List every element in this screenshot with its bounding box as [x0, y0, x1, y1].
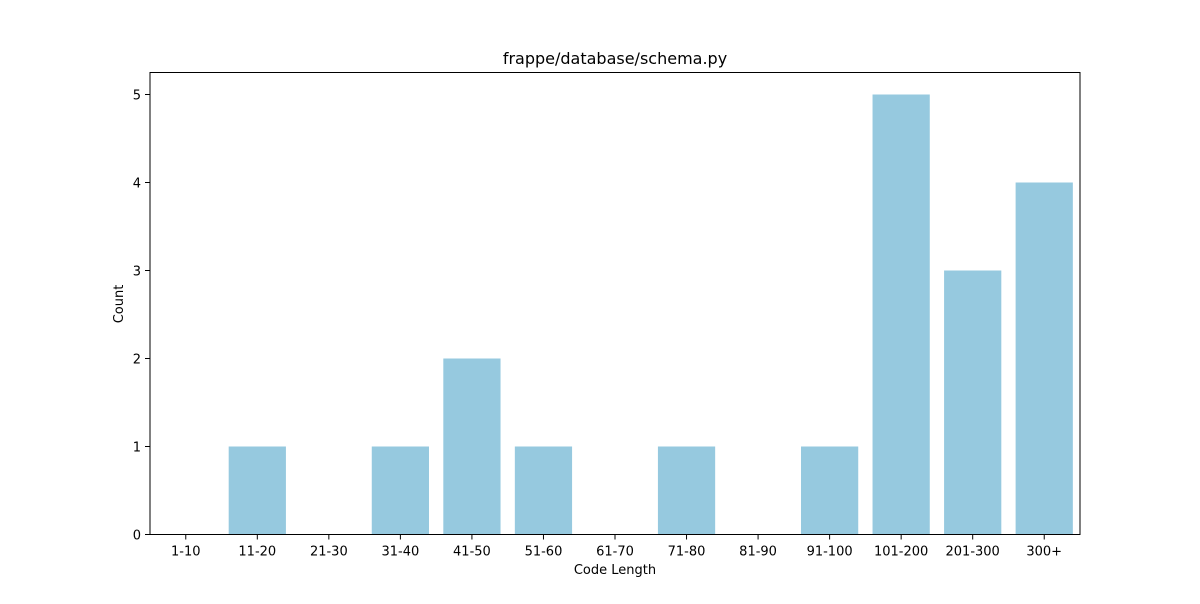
- bar-51-60: [514, 446, 573, 535]
- x-tick-label: 201-300: [946, 545, 1000, 560]
- bars-layer: [228, 94, 1073, 535]
- bar-41-50: [443, 358, 501, 535]
- y-tick-label: 4: [133, 177, 141, 192]
- x-tick-label: 21-30: [310, 545, 348, 560]
- bar-31-40: [371, 446, 429, 535]
- y-tick-label: 5: [133, 89, 141, 104]
- y-tick-label: 3: [133, 265, 141, 280]
- bar-201-300: [944, 270, 1002, 535]
- x-tick-label: 91-100: [807, 545, 853, 560]
- y-tick-label: 0: [133, 529, 141, 544]
- x-tick-label: 81-90: [739, 545, 777, 560]
- chart-title: frappe/database/schema.py: [503, 49, 727, 68]
- x-axis-label: Code Length: [574, 563, 656, 578]
- x-tick-label: 31-40: [381, 545, 419, 560]
- x-tick-label: 11-20: [238, 545, 276, 560]
- x-tick-label: 101-200: [874, 545, 928, 560]
- x-tick-label: 300+: [1026, 545, 1062, 560]
- y-tick-label: 2: [133, 353, 141, 368]
- bar-11-20: [228, 446, 286, 535]
- x-tick-label: 1-10: [171, 545, 201, 560]
- y-tick-label: 1: [133, 441, 141, 456]
- x-tick-label: 61-70: [596, 545, 634, 560]
- x-tick-label: 71-80: [668, 545, 706, 560]
- x-tick-label: 41-50: [453, 545, 491, 560]
- x-axis-ticks: 1-10 11-20 21-30 31-40 41-50 51-60 61-70 71-80 8…: [171, 534, 1062, 560]
- y-axis-ticks: 0 1 2 3 4 5: [133, 89, 150, 544]
- bar-101-200: [872, 94, 930, 535]
- x-tick-label: 51-60: [525, 545, 563, 560]
- bar-91-100: [801, 446, 859, 535]
- bar-71-80: [657, 446, 716, 535]
- bar-300+: [1015, 182, 1073, 535]
- y-axis-label: Count: [112, 285, 127, 324]
- plot-frame: [149, 72, 1081, 535]
